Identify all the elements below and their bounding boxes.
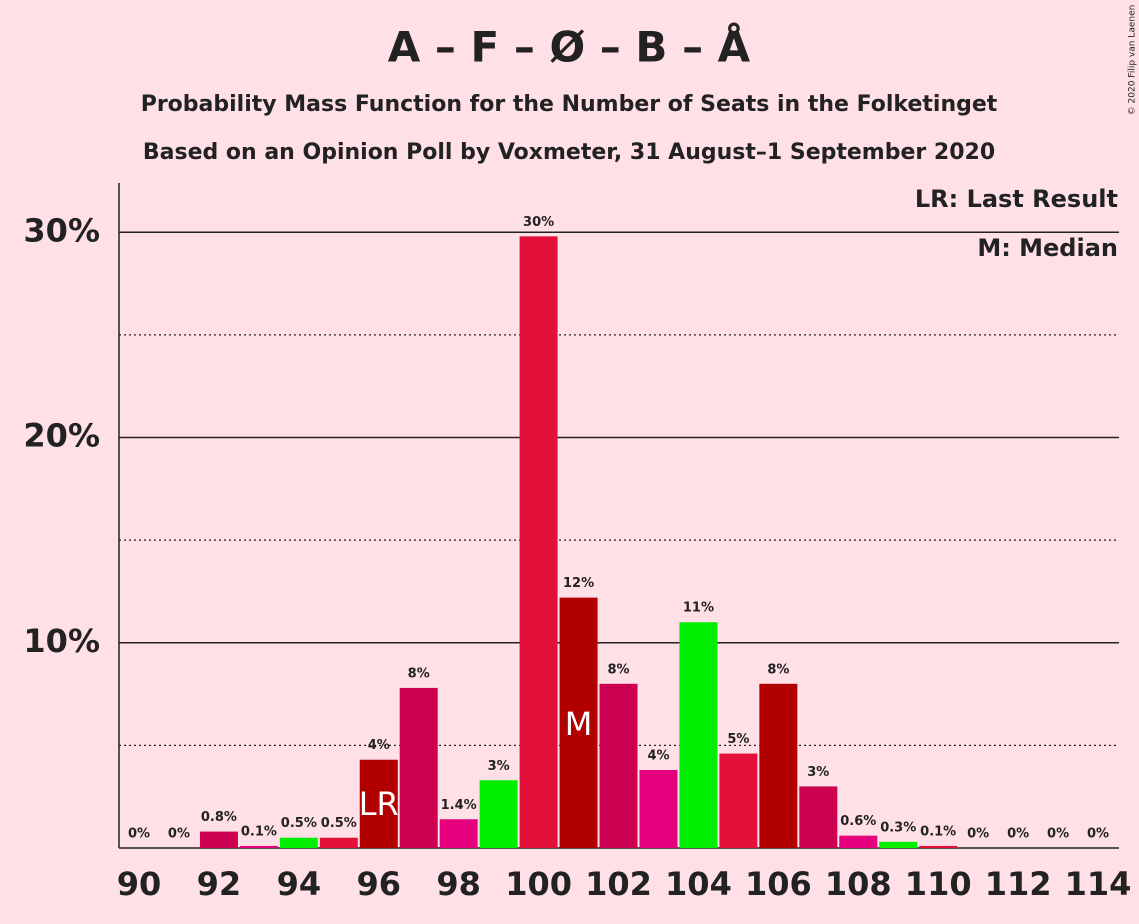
value-label: 5%	[727, 732, 749, 747]
bar	[639, 770, 678, 848]
copyright: © 2020 Filip van Laenen	[1128, 5, 1138, 116]
bar	[399, 687, 438, 848]
x-tick-label: 90	[117, 865, 162, 903]
x-tick-label: 114	[1065, 865, 1132, 903]
x-tick-label: 94	[277, 865, 322, 903]
value-label: 0%	[128, 827, 150, 842]
value-label: 8%	[767, 662, 789, 677]
bar	[319, 837, 358, 848]
chart-subtitle: Based on an Opinion Poll by Voxmeter, 31…	[143, 140, 995, 165]
value-label: 11%	[683, 601, 714, 616]
bar	[439, 819, 478, 848]
bar	[719, 753, 758, 848]
x-tick-label: 108	[825, 865, 892, 903]
bar	[759, 683, 798, 848]
value-label: 0.8%	[201, 810, 237, 825]
x-tick-label: 100	[505, 865, 572, 903]
bar	[239, 845, 278, 848]
x-tick-label: 98	[436, 865, 481, 903]
x-tick-label: 104	[665, 865, 732, 903]
value-label: 0%	[1007, 827, 1029, 842]
x-tick-label: 110	[905, 865, 972, 903]
x-tick-label: 96	[356, 865, 401, 903]
bar	[679, 622, 718, 848]
value-label: 0.1%	[241, 824, 277, 839]
legend-entry: LR: Last Result	[915, 185, 1118, 213]
bar	[879, 841, 918, 848]
value-label: 4%	[647, 749, 669, 764]
bar	[519, 236, 558, 848]
value-label: 0.5%	[321, 816, 357, 831]
chart-title: A – F – Ø – B – Å	[388, 22, 751, 72]
legend-entry: M: Median	[977, 234, 1118, 262]
y-tick-label: 30%	[23, 211, 100, 249]
value-label: 0.3%	[880, 820, 916, 835]
x-tick-label: 102	[585, 865, 652, 903]
value-label: 8%	[408, 666, 430, 681]
annotation: LR	[359, 785, 399, 823]
bar	[839, 835, 878, 848]
value-label: 3%	[488, 759, 510, 774]
value-label: 30%	[523, 215, 554, 230]
bar	[279, 837, 318, 848]
bar	[599, 683, 638, 848]
annotation: M	[565, 705, 593, 743]
x-tick-label: 106	[745, 865, 812, 903]
bar	[919, 845, 958, 848]
value-label: 0%	[1087, 827, 1109, 842]
bar	[799, 786, 838, 848]
value-label: 8%	[607, 662, 629, 677]
bar	[359, 759, 398, 848]
value-label: 0%	[168, 827, 190, 842]
bar	[199, 831, 238, 848]
value-label: 0.5%	[281, 816, 317, 831]
value-label: 0%	[967, 827, 989, 842]
x-tick-label: 92	[197, 865, 242, 903]
bar	[479, 780, 518, 848]
y-tick-label: 20%	[23, 417, 100, 455]
chart-subtitle: Probability Mass Function for the Number…	[141, 92, 998, 117]
value-label: 0.6%	[840, 814, 876, 829]
value-label: 3%	[807, 765, 829, 780]
value-label: 0.1%	[920, 824, 956, 839]
value-label: 12%	[563, 576, 594, 591]
value-label: 0%	[1047, 827, 1069, 842]
value-label: 1.4%	[441, 798, 477, 813]
x-tick-label: 112	[985, 865, 1052, 903]
bar	[559, 597, 598, 848]
y-tick-label: 10%	[23, 622, 100, 660]
value-label: 4%	[368, 738, 390, 753]
